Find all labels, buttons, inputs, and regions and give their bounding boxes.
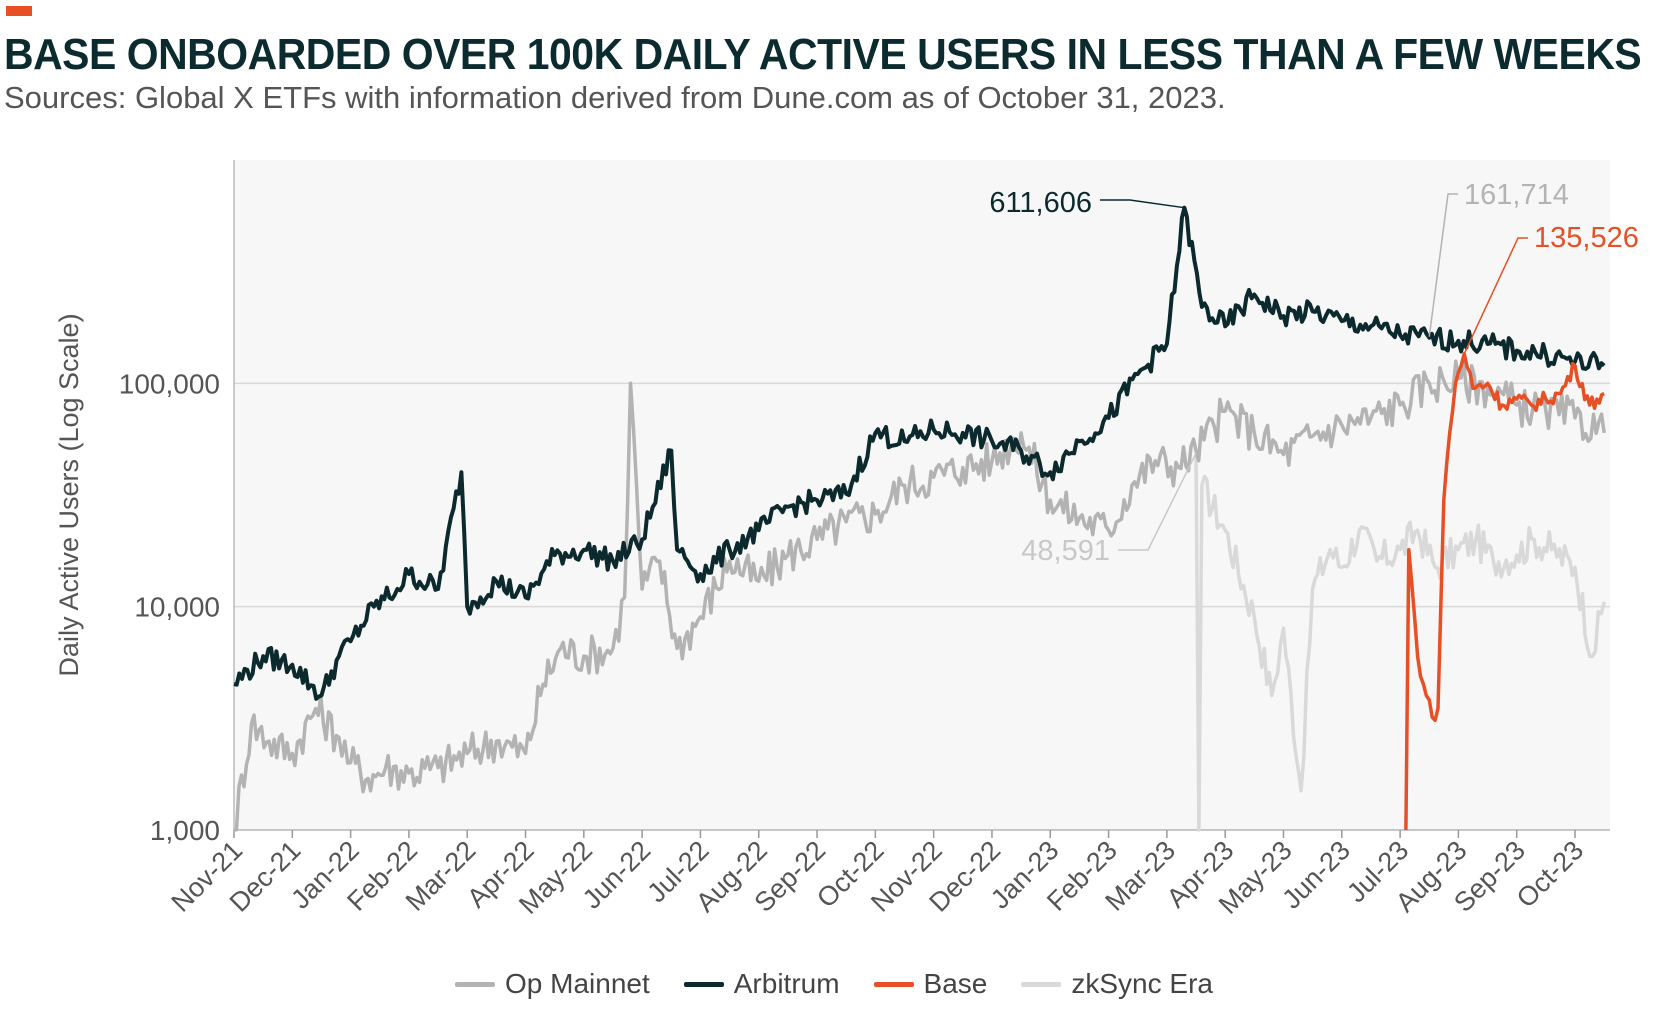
series-line-base xyxy=(1404,352,1605,831)
legend-swatch xyxy=(873,981,914,987)
line-chart: 1,000 10,000 100,000 Nov-21Dec-21Jan-22Feb… xyxy=(54,160,1639,920)
chart-title: BASE ONBOARDED OVER 100K DAILY ACTIVE US… xyxy=(4,30,1642,79)
annotation-leader xyxy=(1463,237,1528,355)
annotation-leader xyxy=(1118,453,1197,551)
x-tick-label: Oct-23 xyxy=(1511,835,1590,914)
annotation-label: 611,606 xyxy=(989,187,1092,219)
y-axis: 1,000 10,000 100,000 xyxy=(119,160,235,846)
annotation-label: 161,714 xyxy=(1464,179,1569,211)
annotation-label: 48,591 xyxy=(1021,535,1110,567)
series-layer xyxy=(233,205,1606,832)
y-axis-label: Daily Active Users (Log Scale) xyxy=(54,313,84,676)
legend: Op Mainnet Arbitrum Base zkSync Era xyxy=(0,968,1668,1000)
series-line-arbitrum xyxy=(233,205,1606,701)
legend-label: zkSync Era xyxy=(1071,968,1213,999)
x-axis: Nov-21Dec-21Jan-22Feb-22Mar-22Apr-22May-… xyxy=(165,829,1610,920)
annotation-layer: 611,606 161,714 135,526 48,591 xyxy=(989,179,1639,567)
legend-swatch xyxy=(683,981,724,987)
series-line-zksync-era xyxy=(1194,453,1606,832)
legend-swatch xyxy=(1021,981,1062,987)
legend-item-zksync-era: zkSync Era xyxy=(1021,968,1213,1000)
plot-area-background xyxy=(234,160,1610,830)
header-accent-bar xyxy=(6,6,32,16)
legend-label: Op Mainnet xyxy=(505,968,650,999)
legend-swatch xyxy=(455,981,495,987)
y-tick-label: 1,000 xyxy=(150,815,220,846)
annotation-leader xyxy=(1100,199,1185,209)
y-tick-label: 10,000 xyxy=(134,592,220,623)
annotation-leader xyxy=(1428,193,1458,337)
y-tick-label: 100,000 xyxy=(119,368,220,399)
chart-subtitle: Sources: Global X ETFs with information … xyxy=(4,80,1226,115)
legend-item-arbitrum: Arbitrum xyxy=(683,968,840,1000)
legend-item-base: Base xyxy=(873,968,988,1000)
annotation-label: 135,526 xyxy=(1534,222,1639,254)
series-line-op-mainnet xyxy=(233,359,1606,832)
legend-item-op-mainnet: Op Mainnet xyxy=(455,968,650,1000)
legend-label: Arbitrum xyxy=(733,968,840,999)
legend-label: Base xyxy=(923,968,988,999)
